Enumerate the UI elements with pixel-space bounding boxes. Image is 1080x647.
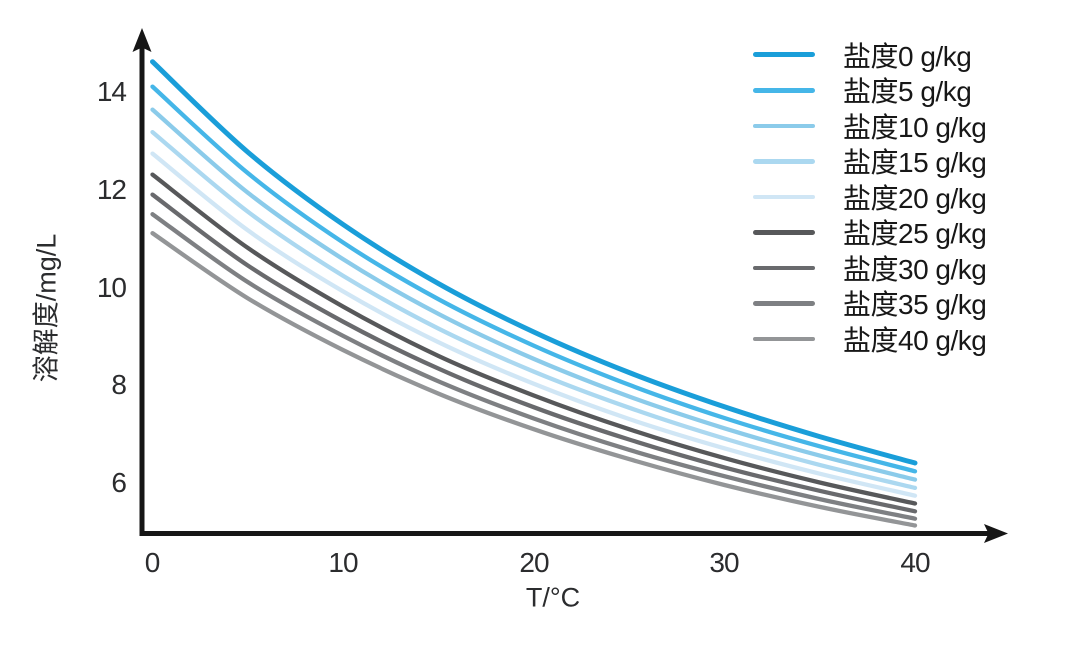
curve-salinity-0 xyxy=(150,59,918,466)
curve-salinity-25 xyxy=(150,172,918,506)
legend-item-salinity-10: 盐度10 g/kg xyxy=(753,108,1073,144)
x-axis-title: T/°C xyxy=(525,582,581,613)
curve-salinity-40 xyxy=(150,231,918,528)
legend-line-swatch xyxy=(753,52,815,58)
curve-salinity-20 xyxy=(150,151,918,498)
curve-group xyxy=(150,59,918,528)
x-tick-0: 0 xyxy=(144,547,161,578)
legend-label: 盐度0 g/kg xyxy=(843,40,972,72)
curve-salinity-5 xyxy=(150,84,918,474)
legend-line-swatch xyxy=(753,230,815,235)
legend-label: 盐度30 g/kg xyxy=(843,253,987,285)
legend-line-swatch xyxy=(753,87,815,93)
legend-line-swatch xyxy=(753,194,815,199)
legend-label: 盐度25 g/kg xyxy=(843,218,987,250)
y-tick-8: 8 xyxy=(111,369,127,400)
curve-salinity-15 xyxy=(150,129,918,491)
curve-salinity-35 xyxy=(150,212,918,521)
x-axis-arrowhead-icon xyxy=(984,524,1008,543)
curve-salinity-30 xyxy=(150,192,918,514)
y-tick-14: 14 xyxy=(96,76,127,107)
y-tick-10: 10 xyxy=(96,272,127,303)
y-axis-title: 溶解度/mg/L xyxy=(31,233,62,383)
legend-item-salinity-30: 盐度30 g/kg xyxy=(753,250,1073,286)
y-tick-6: 6 xyxy=(111,467,127,498)
legend-label: 盐度15 g/kg xyxy=(843,147,987,179)
legend-item-salinity-0: 盐度0 g/kg xyxy=(753,37,1073,73)
legend-item-salinity-15: 盐度15 g/kg xyxy=(753,144,1073,180)
legend-label: 盐度35 g/kg xyxy=(843,289,987,321)
x-tick-20: 20 xyxy=(519,547,549,578)
legend-item-salinity-40: 盐度40 g/kg xyxy=(753,321,1073,357)
legend-label: 盐度10 g/kg xyxy=(843,111,987,143)
legend-item-salinity-35: 盐度35 g/kg xyxy=(753,286,1073,322)
legend-line-swatch xyxy=(753,265,815,270)
x-tick-40: 40 xyxy=(900,547,930,578)
legend-line-swatch xyxy=(753,159,815,164)
legend: 盐度0 g/kg 盐度5 g/kg 盐度10 g/kg 盐度15 g/kg 盐度… xyxy=(753,37,1073,357)
legend-label: 盐度20 g/kg xyxy=(843,182,987,214)
legend-item-salinity-20: 盐度20 g/kg xyxy=(753,179,1073,215)
legend-item-salinity-25: 盐度25 g/kg xyxy=(753,215,1073,251)
legend-label: 盐度5 g/kg xyxy=(843,76,972,108)
x-tick-30: 30 xyxy=(709,547,739,578)
curve-salinity-10 xyxy=(150,107,918,482)
y-axis-arrowhead-icon xyxy=(132,28,152,52)
legend-line-swatch xyxy=(753,336,815,341)
y-tick-12: 12 xyxy=(96,174,127,205)
legend-item-salinity-5: 盐度5 g/kg xyxy=(753,73,1073,109)
x-tick-10: 10 xyxy=(328,547,358,578)
legend-label: 盐度40 g/kg xyxy=(843,324,987,356)
legend-line-swatch xyxy=(753,123,815,128)
legend-line-swatch xyxy=(753,301,815,306)
